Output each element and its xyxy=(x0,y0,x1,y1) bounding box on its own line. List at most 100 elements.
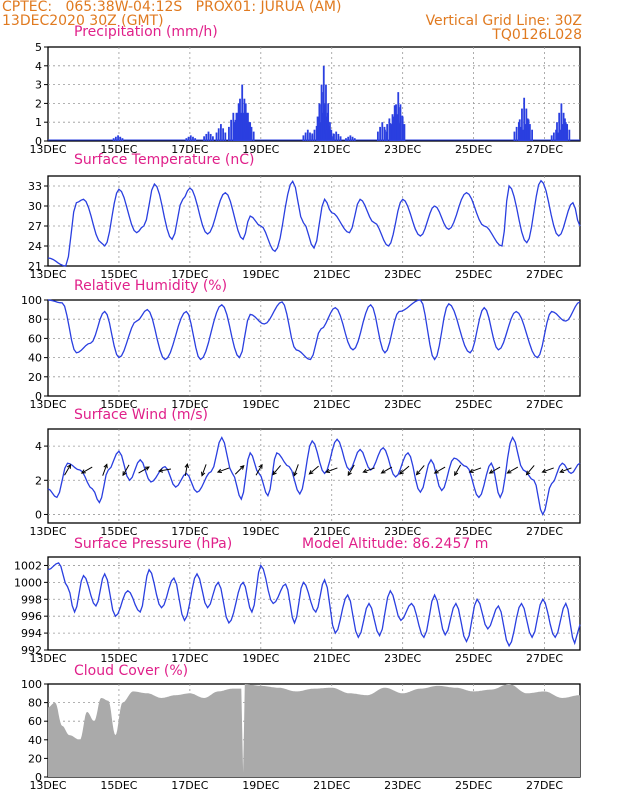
wind-arrow xyxy=(122,464,130,476)
precip-bar xyxy=(330,129,333,141)
precip-bar xyxy=(233,122,236,141)
wind-arrow-head xyxy=(347,471,352,477)
precip-bar xyxy=(240,122,243,141)
wind-arrow-head xyxy=(488,469,494,474)
wind-arrow xyxy=(272,465,281,475)
precip-bar xyxy=(220,124,222,141)
wind-arrow xyxy=(399,465,410,475)
wind-arrow-head xyxy=(380,469,386,474)
precip-bar xyxy=(239,98,241,141)
precip-bar xyxy=(203,136,205,141)
y-tick-label: 2 xyxy=(35,97,42,110)
precip-bar xyxy=(325,129,328,141)
precip-bar xyxy=(323,133,326,141)
wind-arrow xyxy=(64,464,71,476)
precip-bar xyxy=(333,133,335,141)
panel-title: Surface Wind (m/s) xyxy=(74,407,208,423)
x-tick-label: 25DEC xyxy=(455,268,492,281)
wind-arrow-head xyxy=(506,469,512,474)
y-tick-label: 1 xyxy=(35,116,42,129)
precip-bar xyxy=(236,112,239,141)
precip-bar xyxy=(311,133,314,141)
y-tick-label: 992 xyxy=(21,644,42,657)
y-tick-label: 996 xyxy=(21,610,42,623)
panel-frame-2 xyxy=(47,299,581,397)
x-tick-label: 23DEC xyxy=(384,268,421,281)
precip-bar xyxy=(326,112,329,141)
wind-arrow-head xyxy=(362,468,368,474)
precip-bar xyxy=(531,129,533,141)
wind-arrow-head xyxy=(541,468,547,474)
y-tick-label: 3 xyxy=(35,79,42,92)
x-tick-label: 25DEC xyxy=(455,525,492,538)
wind-arrow-head xyxy=(122,471,127,477)
header-date: 13DEC2020 30Z (GMT) xyxy=(2,13,164,29)
x-tick-label: 13DEC xyxy=(29,779,66,792)
wind-arrow-head xyxy=(325,468,331,474)
x-tick-label: 13DEC xyxy=(29,268,66,281)
wind-arrow xyxy=(255,464,263,476)
precip-bar xyxy=(389,123,392,141)
precip-bar xyxy=(564,118,566,141)
y-tick-label: 0 xyxy=(35,135,42,148)
precip-bar xyxy=(304,132,307,141)
precip-bar xyxy=(560,103,563,141)
wind-arrow xyxy=(381,466,393,474)
x-tick-label: 15DEC xyxy=(100,779,137,792)
precip-bar xyxy=(318,103,321,141)
y-tick-label: 1000 xyxy=(14,576,42,589)
precip-bar xyxy=(529,124,531,141)
x-tick-label: 21DEC xyxy=(313,398,350,411)
precip-bar xyxy=(119,136,122,141)
precip-bar xyxy=(566,124,569,141)
panel-title: Cloud Cover (%) xyxy=(74,663,188,679)
series-line xyxy=(47,299,581,361)
wind-arrow xyxy=(217,467,230,473)
panel-title: Surface Pressure (hPa) xyxy=(74,536,232,552)
precip-bar xyxy=(550,135,553,141)
precip-bar xyxy=(217,128,220,141)
precip-bar xyxy=(328,125,330,141)
precip-bar xyxy=(215,132,218,141)
precip-bar xyxy=(324,103,327,141)
wind-arrow-head xyxy=(201,471,206,477)
wind-arrow xyxy=(560,467,572,473)
series-line xyxy=(47,562,581,648)
y-tick-label: 0 xyxy=(35,771,42,784)
precip-bar xyxy=(232,112,235,141)
y-tick-label: 994 xyxy=(21,627,42,640)
precip-bar xyxy=(386,124,389,141)
series-line xyxy=(47,179,581,267)
y-tick-label: 20 xyxy=(28,371,42,384)
cloud-area xyxy=(48,684,580,777)
wind-arrow xyxy=(347,464,355,476)
precip-bar xyxy=(513,131,516,141)
precip-bar xyxy=(517,122,520,141)
y-tick-label: 40 xyxy=(28,734,42,747)
wind-arrow xyxy=(293,464,299,476)
precip-bar xyxy=(337,133,340,141)
precip-bar xyxy=(515,126,518,141)
precip-bar xyxy=(568,129,571,141)
precip-bar xyxy=(302,135,305,141)
x-tick-label: 21DEC xyxy=(313,779,350,792)
header-station: CPTEC: 065:38W-04:12S PROX01: JURUA (AM) xyxy=(2,0,342,15)
header-vertical-grid: Vertical Grid Line: 30Z xyxy=(425,13,582,29)
y-tick-label: 80 xyxy=(28,697,42,710)
x-tick-label: 19DEC xyxy=(242,398,279,411)
x-tick-label: 25DEC xyxy=(455,143,492,156)
x-tick-label: 19DEC xyxy=(242,268,279,281)
precip-bar xyxy=(187,136,190,141)
wind-arrow-head xyxy=(525,470,531,476)
wind-arrow xyxy=(201,464,207,476)
x-tick-label: 27DEC xyxy=(526,525,563,538)
precip-bar xyxy=(222,128,225,141)
wind-arrow-head xyxy=(272,470,277,476)
x-tick-label: 23DEC xyxy=(384,143,421,156)
precip-bar xyxy=(347,136,350,141)
y-tick-label: 40 xyxy=(28,352,42,365)
y-tick-label: 60 xyxy=(28,332,42,345)
x-tick-label: 13DEC xyxy=(29,525,66,538)
panel-title: Relative Humidity (%) xyxy=(74,278,227,294)
